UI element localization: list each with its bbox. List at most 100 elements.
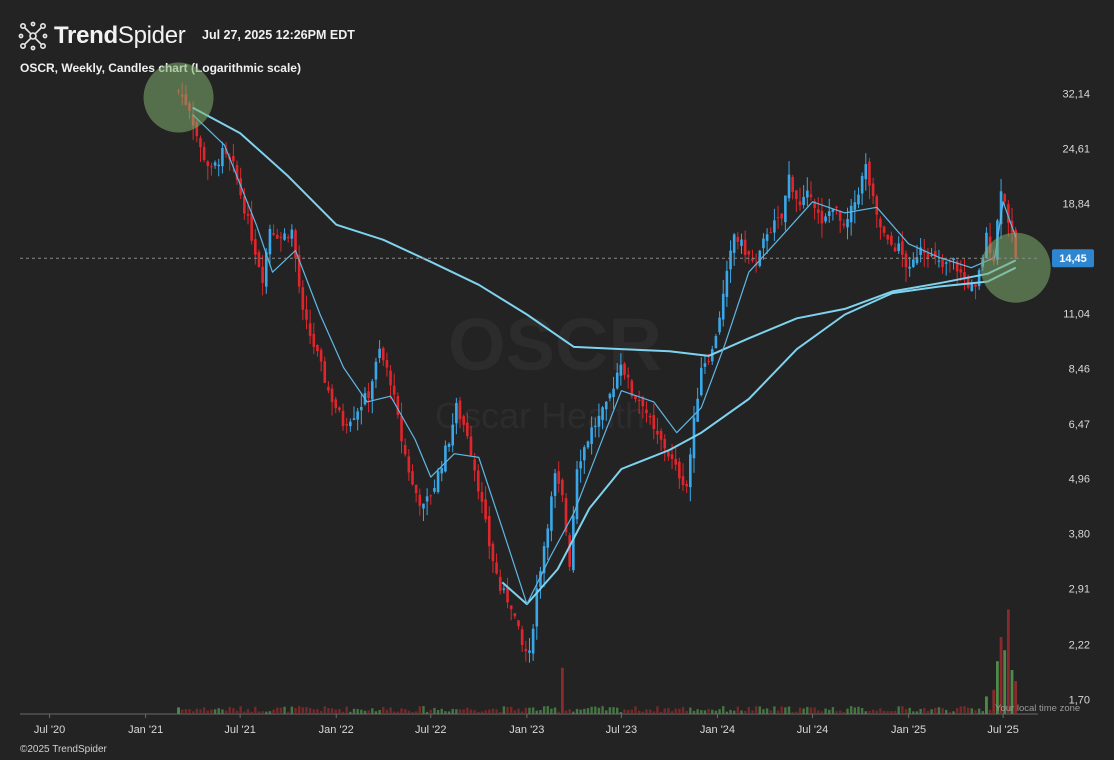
candle-body: [509, 605, 513, 610]
candle-body: [882, 226, 886, 233]
volume-bar: [824, 708, 827, 714]
candle-body: [707, 361, 710, 363]
volume-bar: [583, 708, 586, 714]
timezone-note: Your local time zone: [995, 703, 1081, 714]
candle-body: [531, 628, 535, 654]
candle-body: [517, 620, 520, 627]
candle-body: [879, 218, 882, 228]
volume-bar: [886, 711, 889, 714]
candle-body: [732, 234, 736, 253]
volume-bar: [765, 708, 769, 714]
volume-bar: [780, 706, 783, 714]
volume-bar: [630, 709, 634, 714]
volume-bar: [539, 709, 542, 714]
brand-name: TrendSpider: [54, 22, 186, 49]
watermark-name: Oscar Health: [435, 395, 645, 436]
candle-body: [210, 166, 213, 168]
volume-bar: [817, 710, 820, 714]
candle-body: [952, 258, 955, 261]
watermark-symbol: OSCR: [448, 303, 662, 386]
candle-body: [550, 496, 553, 531]
candle-body: [955, 261, 959, 272]
volume-bar: [696, 709, 699, 714]
volume-bar: [762, 709, 765, 714]
volume-bar: [385, 709, 389, 714]
volume-bar: [239, 706, 242, 714]
volume-bar: [261, 711, 264, 714]
volume-bar: [254, 706, 257, 714]
candle-body: [685, 483, 688, 487]
volume-bar: [469, 709, 473, 714]
candle-body: [740, 239, 743, 246]
candle-body: [612, 388, 615, 398]
candle-body: [422, 503, 425, 509]
volume-bar: [612, 707, 615, 714]
volume-bar: [382, 707, 385, 714]
volume-bar: [499, 711, 502, 714]
volume-bar: [860, 708, 864, 714]
volume-bar: [411, 711, 414, 714]
candle-body: [338, 407, 341, 411]
volume-bar: [228, 706, 231, 714]
candle-body: [480, 491, 484, 502]
volume-bar: [294, 708, 297, 714]
volume-bar: [634, 706, 637, 714]
candle-body: [725, 270, 729, 297]
candle-body: [557, 471, 561, 484]
candle-body: [619, 364, 623, 376]
volume-bar: [246, 709, 250, 714]
candle-body: [637, 399, 641, 401]
x-tick-label: Jan '21: [128, 724, 163, 736]
y-tick-label: 1,70: [1069, 694, 1090, 706]
volume-bar: [422, 706, 425, 714]
volume-bar: [846, 708, 849, 714]
volume-bar: [729, 709, 732, 714]
candle-body: [776, 217, 780, 219]
candle-body: [349, 421, 352, 427]
candle-body: [765, 234, 769, 241]
candle-body: [568, 535, 571, 567]
volume-spike: [177, 707, 180, 714]
volume-bar: [502, 706, 506, 714]
volume-bar: [912, 711, 915, 714]
candle-body: [922, 250, 926, 253]
volume-bar: [890, 711, 893, 714]
candle-body: [743, 239, 747, 255]
candle-body: [498, 576, 502, 591]
volume-bar: [769, 710, 772, 714]
candle-body: [286, 236, 290, 239]
volume-bar: [791, 711, 794, 714]
candle-body: [933, 251, 937, 258]
candle-body: [849, 205, 853, 223]
candle-body: [396, 396, 400, 415]
candle-body: [268, 228, 272, 255]
volume-bar: [389, 707, 392, 714]
volume-bar: [626, 709, 630, 714]
candle-body: [444, 445, 447, 472]
volume-bar: [367, 710, 370, 714]
volume-bar: [564, 710, 568, 714]
x-tick-label: Jan '22: [319, 724, 354, 736]
y-tick-label: 32,14: [1062, 88, 1090, 100]
volume-bar: [945, 709, 948, 714]
volume-bar: [806, 706, 809, 714]
volume-bar: [414, 711, 418, 714]
volume-bar: [265, 711, 268, 714]
volume-bar: [184, 709, 188, 714]
candle-body: [436, 471, 440, 493]
candle-body: [232, 156, 235, 162]
volume-bar: [751, 710, 754, 714]
volume-bar: [308, 708, 312, 714]
candle-body: [199, 137, 202, 148]
candle-body: [806, 190, 809, 198]
volume-layer: [177, 609, 1018, 714]
highlight-marker: [980, 232, 1051, 303]
candle-body: [561, 479, 564, 496]
candle-body: [564, 498, 568, 533]
volume-bar: [919, 708, 922, 714]
volume-bar: [802, 708, 805, 714]
candle-body: [374, 361, 378, 380]
candle-body: [290, 229, 294, 239]
candle-body: [912, 259, 915, 267]
